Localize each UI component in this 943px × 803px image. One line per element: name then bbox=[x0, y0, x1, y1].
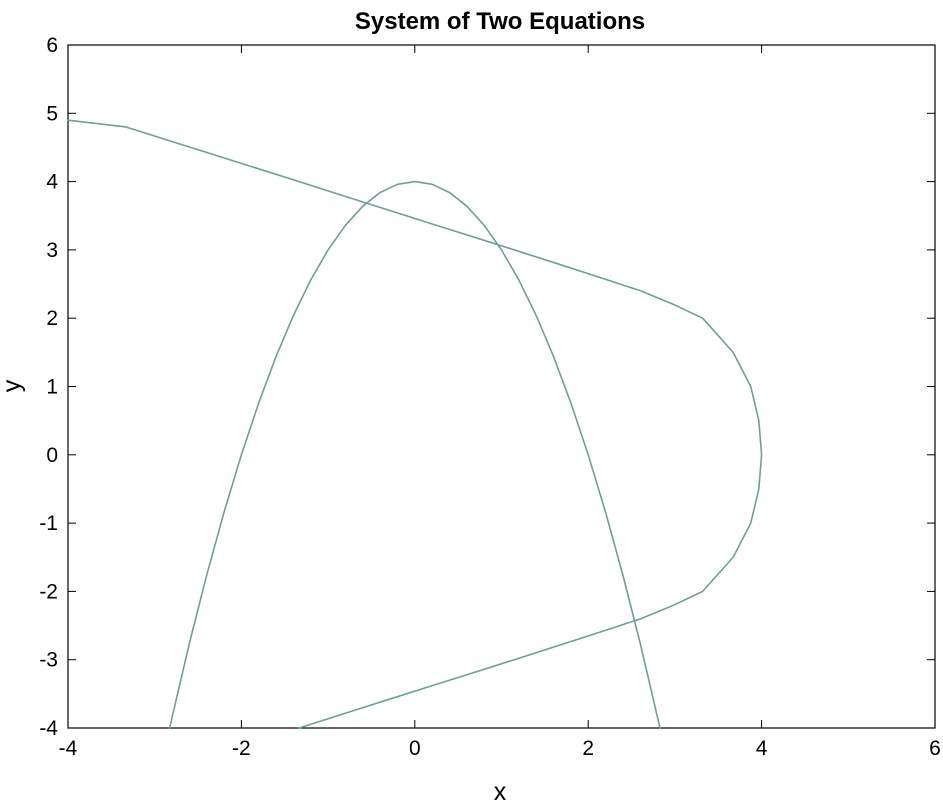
y-tick-label: 0 bbox=[46, 444, 58, 467]
tick-layer: -4 -2 0 2 4 6 -4 -3 -2 -1 0 1 2 3 4 5 6 bbox=[39, 34, 941, 760]
y-tick-label: -3 bbox=[39, 649, 58, 672]
x-tick-label: -4 bbox=[59, 737, 78, 760]
x-axis-label: x bbox=[494, 778, 507, 803]
plot-frame bbox=[67, 44, 936, 729]
x-tick-label: 2 bbox=[582, 737, 594, 760]
y-tick-label: 1 bbox=[46, 376, 58, 399]
x-tick-label: 4 bbox=[756, 737, 768, 760]
y-tick-label: 5 bbox=[46, 102, 58, 125]
plot-area: -4 -2 0 2 4 6 -4 -3 -2 -1 0 1 2 3 4 5 6 bbox=[39, 34, 941, 760]
y-tick-label: 3 bbox=[46, 239, 58, 262]
y-tick-label: 4 bbox=[46, 171, 58, 194]
series-line-2 bbox=[67, 119, 763, 729]
series-line-1 bbox=[168, 180, 661, 729]
chart-title: System of Two Equations bbox=[355, 8, 645, 35]
y-tick-label: -1 bbox=[39, 512, 58, 535]
y-tick-label: -4 bbox=[39, 717, 58, 740]
x-tick-label: 6 bbox=[929, 737, 941, 760]
y-tick-label: 6 bbox=[46, 34, 58, 57]
y-tick-label: -2 bbox=[39, 580, 58, 603]
x-tick-label: -2 bbox=[232, 737, 251, 760]
x-tick-label: 0 bbox=[409, 737, 421, 760]
y-tick-label: 2 bbox=[46, 307, 58, 330]
series-layer bbox=[67, 119, 763, 729]
y-axis-label: y bbox=[0, 379, 26, 392]
